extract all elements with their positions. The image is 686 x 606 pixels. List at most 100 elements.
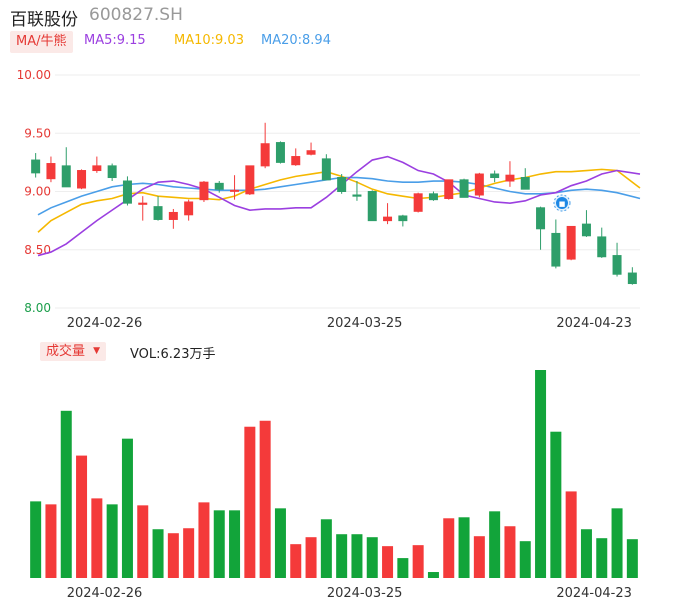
- candle: [566, 225, 576, 261]
- candle: [92, 156, 102, 173]
- volume-bar: [106, 504, 118, 578]
- candle: [61, 147, 71, 188]
- candle: [474, 172, 484, 198]
- stock-name: 百联股份: [10, 10, 78, 30]
- ma5-value: MA5:9.15: [84, 33, 146, 48]
- volume-bar: [458, 517, 470, 578]
- y-tick-label: 8.00: [24, 301, 51, 315]
- volume-bar: [397, 558, 409, 578]
- volume-bar: [535, 370, 547, 578]
- volume-bar: [244, 426, 256, 578]
- candle: [214, 181, 224, 193]
- x-tick-label: 2024-02-26: [67, 586, 143, 601]
- x-tick-label: 2024-03-25: [327, 316, 403, 331]
- y-tick-label: 8.50: [24, 243, 51, 257]
- x-tick-label: 2024-02-26: [67, 316, 143, 331]
- volume-bar: [60, 410, 72, 578]
- volume-value: VOL:6.23万手: [130, 347, 216, 362]
- candle: [275, 141, 285, 164]
- volume-bar: [121, 438, 133, 578]
- candle: [107, 163, 117, 182]
- candle: [581, 210, 591, 237]
- volume-indicator-selector[interactable]: 成交量 ▼: [40, 342, 107, 361]
- volume-bar: [30, 501, 42, 578]
- ma10-value: MA10:9.03: [174, 33, 244, 48]
- x-tick-label: 2024-04-23: [556, 586, 632, 601]
- y-tick-label: 9.50: [24, 126, 51, 140]
- volume-bar: [626, 539, 638, 578]
- volume-bar: [45, 504, 57, 578]
- volume-bar: [198, 502, 210, 578]
- volume-bar: [229, 510, 241, 578]
- y-tick-label: 10.00: [17, 68, 51, 82]
- candle: [122, 176, 132, 206]
- volume-bar: [504, 526, 516, 578]
- candle: [138, 196, 148, 221]
- y-tick-label: 9.00: [24, 185, 51, 199]
- volume-bar: [137, 505, 149, 578]
- volume-bar: [274, 508, 286, 578]
- volume-bar: [473, 536, 485, 578]
- candle: [398, 214, 408, 227]
- candle: [383, 203, 393, 225]
- volume-bar: [427, 572, 439, 578]
- candle: [551, 219, 561, 269]
- dropdown-caret-icon: ▼: [93, 346, 101, 356]
- candle: [306, 142, 316, 156]
- candle: [413, 192, 423, 213]
- candle: [77, 169, 87, 190]
- volume-bar: [336, 534, 348, 578]
- volume-bar: [259, 420, 271, 578]
- ma5-line: [37, 155, 641, 257]
- candle: [230, 175, 240, 200]
- volume-bar: [290, 544, 302, 578]
- volume-bar: [305, 537, 317, 578]
- candle: [520, 168, 530, 190]
- volume-bar: [183, 528, 195, 578]
- volume-bar: [412, 545, 424, 578]
- volume-bar: [320, 519, 332, 578]
- volume-bar: [519, 541, 531, 578]
- volume-bar: [76, 455, 88, 578]
- candle: [459, 178, 469, 198]
- candle: [428, 191, 438, 201]
- candle: [168, 208, 178, 229]
- volume-bar: [565, 491, 577, 578]
- candle: [291, 148, 301, 166]
- candle: [245, 165, 255, 195]
- candle: [490, 170, 500, 183]
- ma20-line: [37, 176, 641, 216]
- volume-bar: [382, 546, 394, 578]
- volume-bar: [167, 533, 179, 578]
- marker-icon[interactable]: ■: [553, 194, 571, 212]
- volume-bar: [611, 508, 623, 578]
- ma20-value: MA20:8.94: [261, 33, 331, 48]
- volume-bar: [91, 498, 103, 578]
- x-tick-label: 2024-03-25: [327, 586, 403, 601]
- ma10-line: [37, 168, 641, 233]
- volume-bar: [213, 510, 225, 578]
- candle: [505, 161, 515, 187]
- volume-bar: [550, 431, 562, 578]
- candle: [337, 174, 347, 194]
- candle: [352, 181, 362, 201]
- candle: [367, 190, 377, 222]
- candle: [260, 122, 270, 169]
- candle: [536, 206, 546, 250]
- candle: [597, 227, 607, 258]
- candle: [444, 179, 454, 200]
- volume-bar: [152, 529, 164, 578]
- volume-bar: [580, 529, 592, 578]
- candle: [31, 153, 41, 178]
- stock-code: 600827.SH: [89, 5, 183, 25]
- volume-bar: [351, 534, 363, 578]
- volume-bar: [443, 518, 455, 578]
- x-tick-label: 2024-04-23: [556, 316, 632, 331]
- volume-bar: [366, 537, 378, 578]
- candle: [627, 267, 637, 285]
- candle: [46, 156, 56, 183]
- volume-indicator-label: 成交量: [46, 344, 86, 359]
- candle: [612, 242, 622, 277]
- ma-indicator-selector[interactable]: MA/牛熊: [10, 31, 73, 53]
